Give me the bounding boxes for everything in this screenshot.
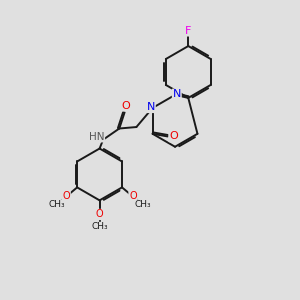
Text: O: O xyxy=(62,191,70,202)
Text: HN: HN xyxy=(89,132,104,142)
Text: CH₃: CH₃ xyxy=(134,200,151,209)
Text: F: F xyxy=(185,26,191,36)
Text: N: N xyxy=(172,89,181,99)
Text: CH₃: CH₃ xyxy=(49,200,65,209)
Text: O: O xyxy=(122,101,130,111)
Text: O: O xyxy=(129,191,137,202)
Text: O: O xyxy=(169,131,178,142)
Text: O: O xyxy=(96,209,104,220)
Text: CH₃: CH₃ xyxy=(91,222,108,231)
Text: N: N xyxy=(147,102,155,112)
